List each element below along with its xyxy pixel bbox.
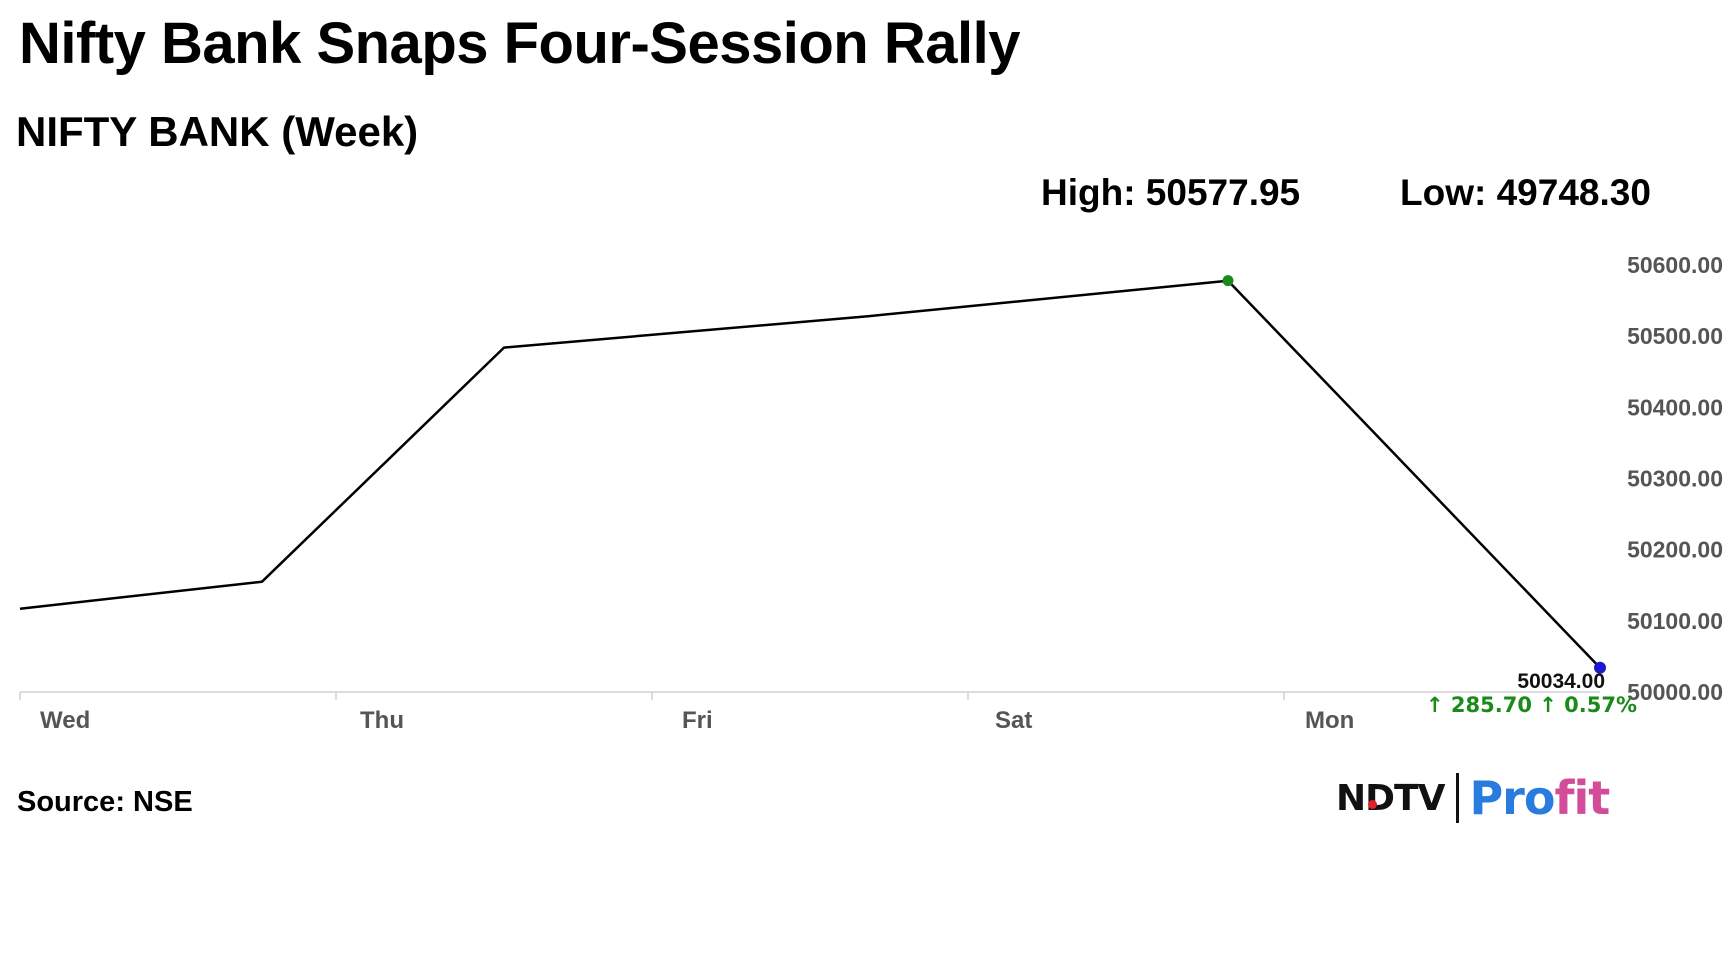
series-line [19, 279, 1601, 669]
change-label: ↑ 285.70 ↑ 0.57% [1426, 693, 1637, 717]
y-tick-label: 50600.00 [1627, 252, 1723, 278]
x-tick-label: Mon [1305, 707, 1354, 734]
y-tick-label: 50400.00 [1627, 394, 1723, 420]
source-note: Source: NSE [17, 786, 193, 818]
high-point-marker [1222, 275, 1234, 287]
logo-divider [1456, 773, 1460, 823]
last-value-label: 50034.00 [1517, 670, 1605, 693]
low-value: Low: 49748.30 [1400, 172, 1651, 213]
line-chart: Wed Thu Fri Sat Mon 50600.00 50500.00 50400.00 5… [19, 252, 1723, 734]
y-tick-label: 50300.00 [1627, 466, 1723, 492]
y-tick-label: 50500.00 [1627, 323, 1723, 349]
chart-subtitle: NIFTY BANK (Week) [16, 108, 419, 155]
high-value: High: 50577.95 [1041, 172, 1301, 213]
headline: Nifty Bank Snaps Four-Session Rally [19, 11, 1020, 76]
ndtv-profit-logo: NDTV Profit [1336, 770, 1610, 826]
logo-ndtv-text: NDTV [1336, 777, 1445, 819]
x-tick-label: Sat [995, 707, 1032, 734]
x-tick-label: Fri [682, 707, 713, 734]
y-tick-label: 50200.00 [1627, 537, 1723, 563]
logo-profit-text: Profit [1469, 771, 1610, 825]
y-tick-label: 50000.00 [1627, 679, 1723, 705]
y-tick-label: 50100.00 [1627, 608, 1723, 634]
logo-red-dot [1368, 799, 1377, 809]
last-point-marker [1594, 661, 1606, 674]
x-tick-label: Thu [360, 707, 404, 734]
x-tick-label: Wed [40, 707, 90, 734]
